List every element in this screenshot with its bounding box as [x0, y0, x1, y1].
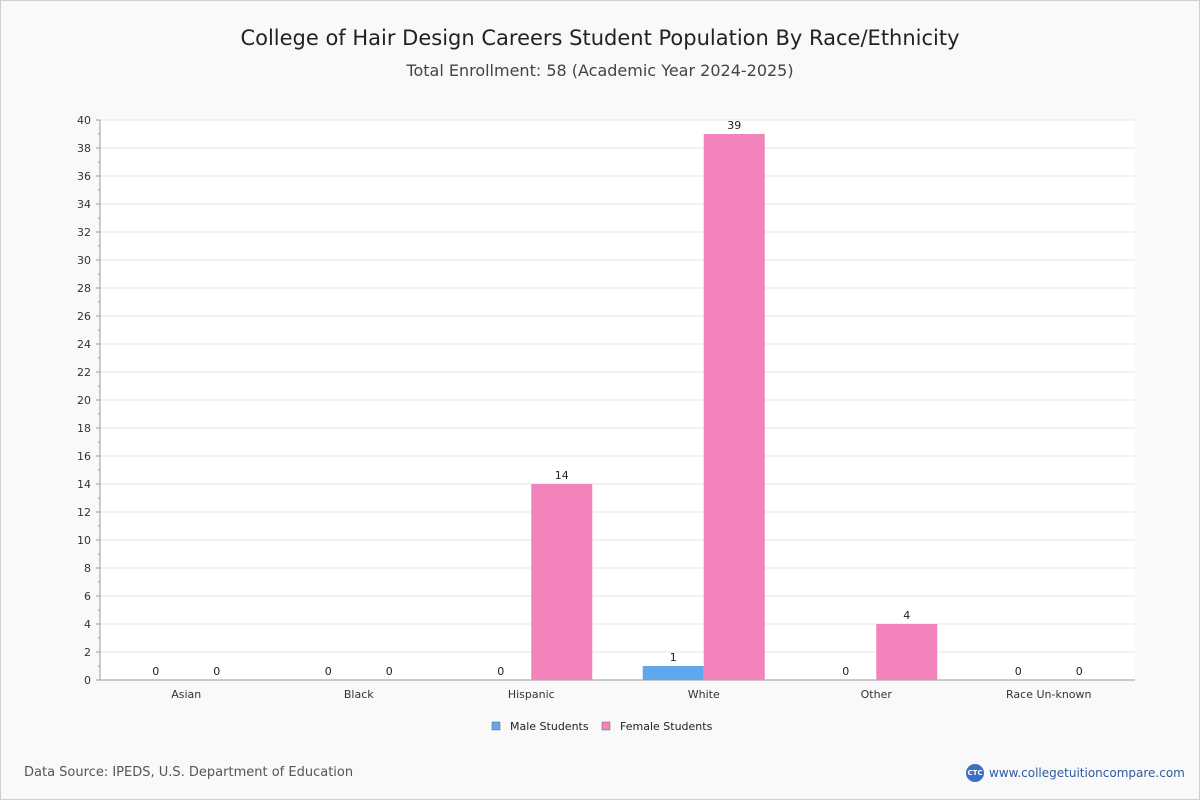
y-tick-label: 2	[84, 646, 91, 659]
x-tick-label: Hispanic	[508, 688, 555, 701]
data-label: 0	[1015, 665, 1022, 678]
y-tick-label: 22	[77, 366, 91, 379]
bar-male	[642, 666, 704, 680]
y-tick-label: 16	[77, 450, 91, 463]
data-label: 0	[325, 665, 332, 678]
y-tick-label: 36	[77, 170, 91, 183]
data-label: 14	[555, 469, 569, 482]
brand-link[interactable]: CTC www.collegetuitioncompare.com	[966, 764, 1185, 782]
y-tick-label: 0	[84, 674, 91, 687]
data-label: 0	[386, 665, 393, 678]
y-tick-label: 8	[84, 562, 91, 575]
brand-url: www.collegetuitioncompare.com	[989, 766, 1185, 780]
data-label: 0	[213, 665, 220, 678]
bar-female	[876, 624, 938, 680]
y-tick-label: 24	[77, 338, 91, 351]
data-label: 4	[903, 609, 910, 622]
x-tick-label: Race Un-known	[1006, 688, 1092, 701]
legend-label: Female Students	[620, 720, 713, 733]
data-label: 0	[152, 665, 159, 678]
y-tick-label: 18	[77, 422, 91, 435]
legend-swatch	[601, 721, 611, 731]
chart-subtitle: Total Enrollment: 58 (Academic Year 2024…	[406, 61, 794, 80]
data-label: 39	[727, 119, 741, 132]
x-tick-label: Other	[861, 688, 893, 701]
y-tick-label: 26	[77, 310, 91, 323]
y-tick-label: 12	[77, 506, 91, 519]
y-tick-label: 20	[77, 394, 91, 407]
data-label: 0	[842, 665, 849, 678]
y-tick-label: 34	[77, 198, 91, 211]
x-tick-label: Black	[344, 688, 374, 701]
chart-title: College of Hair Design Careers Student P…	[240, 26, 960, 50]
y-tick-label: 4	[84, 618, 91, 631]
data-label: 0	[497, 665, 504, 678]
y-tick-label: 6	[84, 590, 91, 603]
x-tick-label: White	[688, 688, 720, 701]
y-tick-label: 10	[77, 534, 91, 547]
y-tick-label: 14	[77, 478, 91, 491]
data-label: 0	[1076, 665, 1083, 678]
bar-female	[531, 484, 593, 680]
y-tick-label: 32	[77, 226, 91, 239]
x-tick-label: Asian	[171, 688, 201, 701]
legend-label: Male Students	[510, 720, 589, 733]
y-tick-label: 40	[77, 114, 91, 127]
legend-swatch	[491, 721, 501, 731]
brand-logo-icon: CTC	[966, 764, 984, 782]
bar-female	[703, 134, 765, 680]
data-label: 1	[670, 651, 677, 664]
data-source-note: Data Source: IPEDS, U.S. Department of E…	[24, 765, 354, 780]
y-tick-label: 30	[77, 254, 91, 267]
y-tick-label: 38	[77, 142, 91, 155]
y-tick-label: 28	[77, 282, 91, 295]
